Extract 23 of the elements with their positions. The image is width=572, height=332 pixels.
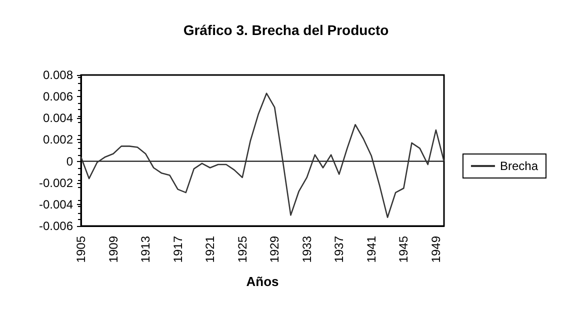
- x-axis-title: Años: [246, 274, 279, 289]
- y-tick-label: -0.004: [38, 197, 74, 212]
- x-tick-label: 1949: [428, 236, 443, 263]
- y-tick-label: 0.002: [42, 132, 74, 147]
- x-tick-label: 1921: [203, 236, 218, 263]
- y-tick-label: 0.006: [42, 90, 74, 104]
- x-tick-label: 1933: [300, 236, 314, 263]
- x-tick-label: 1929: [268, 236, 282, 263]
- x-tick-label: 1925: [235, 236, 250, 263]
- x-tick-label: 1937: [332, 236, 346, 263]
- y-tick-label: -0.006: [38, 219, 74, 233]
- chart-title: Gráfico 3. Brecha del Producto: [183, 22, 389, 38]
- legend-label: Brecha: [500, 159, 538, 173]
- x-tick-label: 1945: [396, 236, 411, 263]
- x-tick-label: 1913: [138, 236, 153, 263]
- y-tick-label: 0: [66, 154, 74, 168]
- x-tick-label: 1909: [106, 236, 120, 263]
- x-tick-label: 1905: [74, 236, 88, 263]
- y-tick-label: 0.008: [42, 68, 74, 82]
- x-tick-label: 1941: [364, 236, 378, 263]
- y-tick-label: 0.004: [42, 111, 74, 126]
- x-tick-label: 1917: [170, 236, 185, 263]
- y-tick-label: -0.002: [38, 176, 74, 190]
